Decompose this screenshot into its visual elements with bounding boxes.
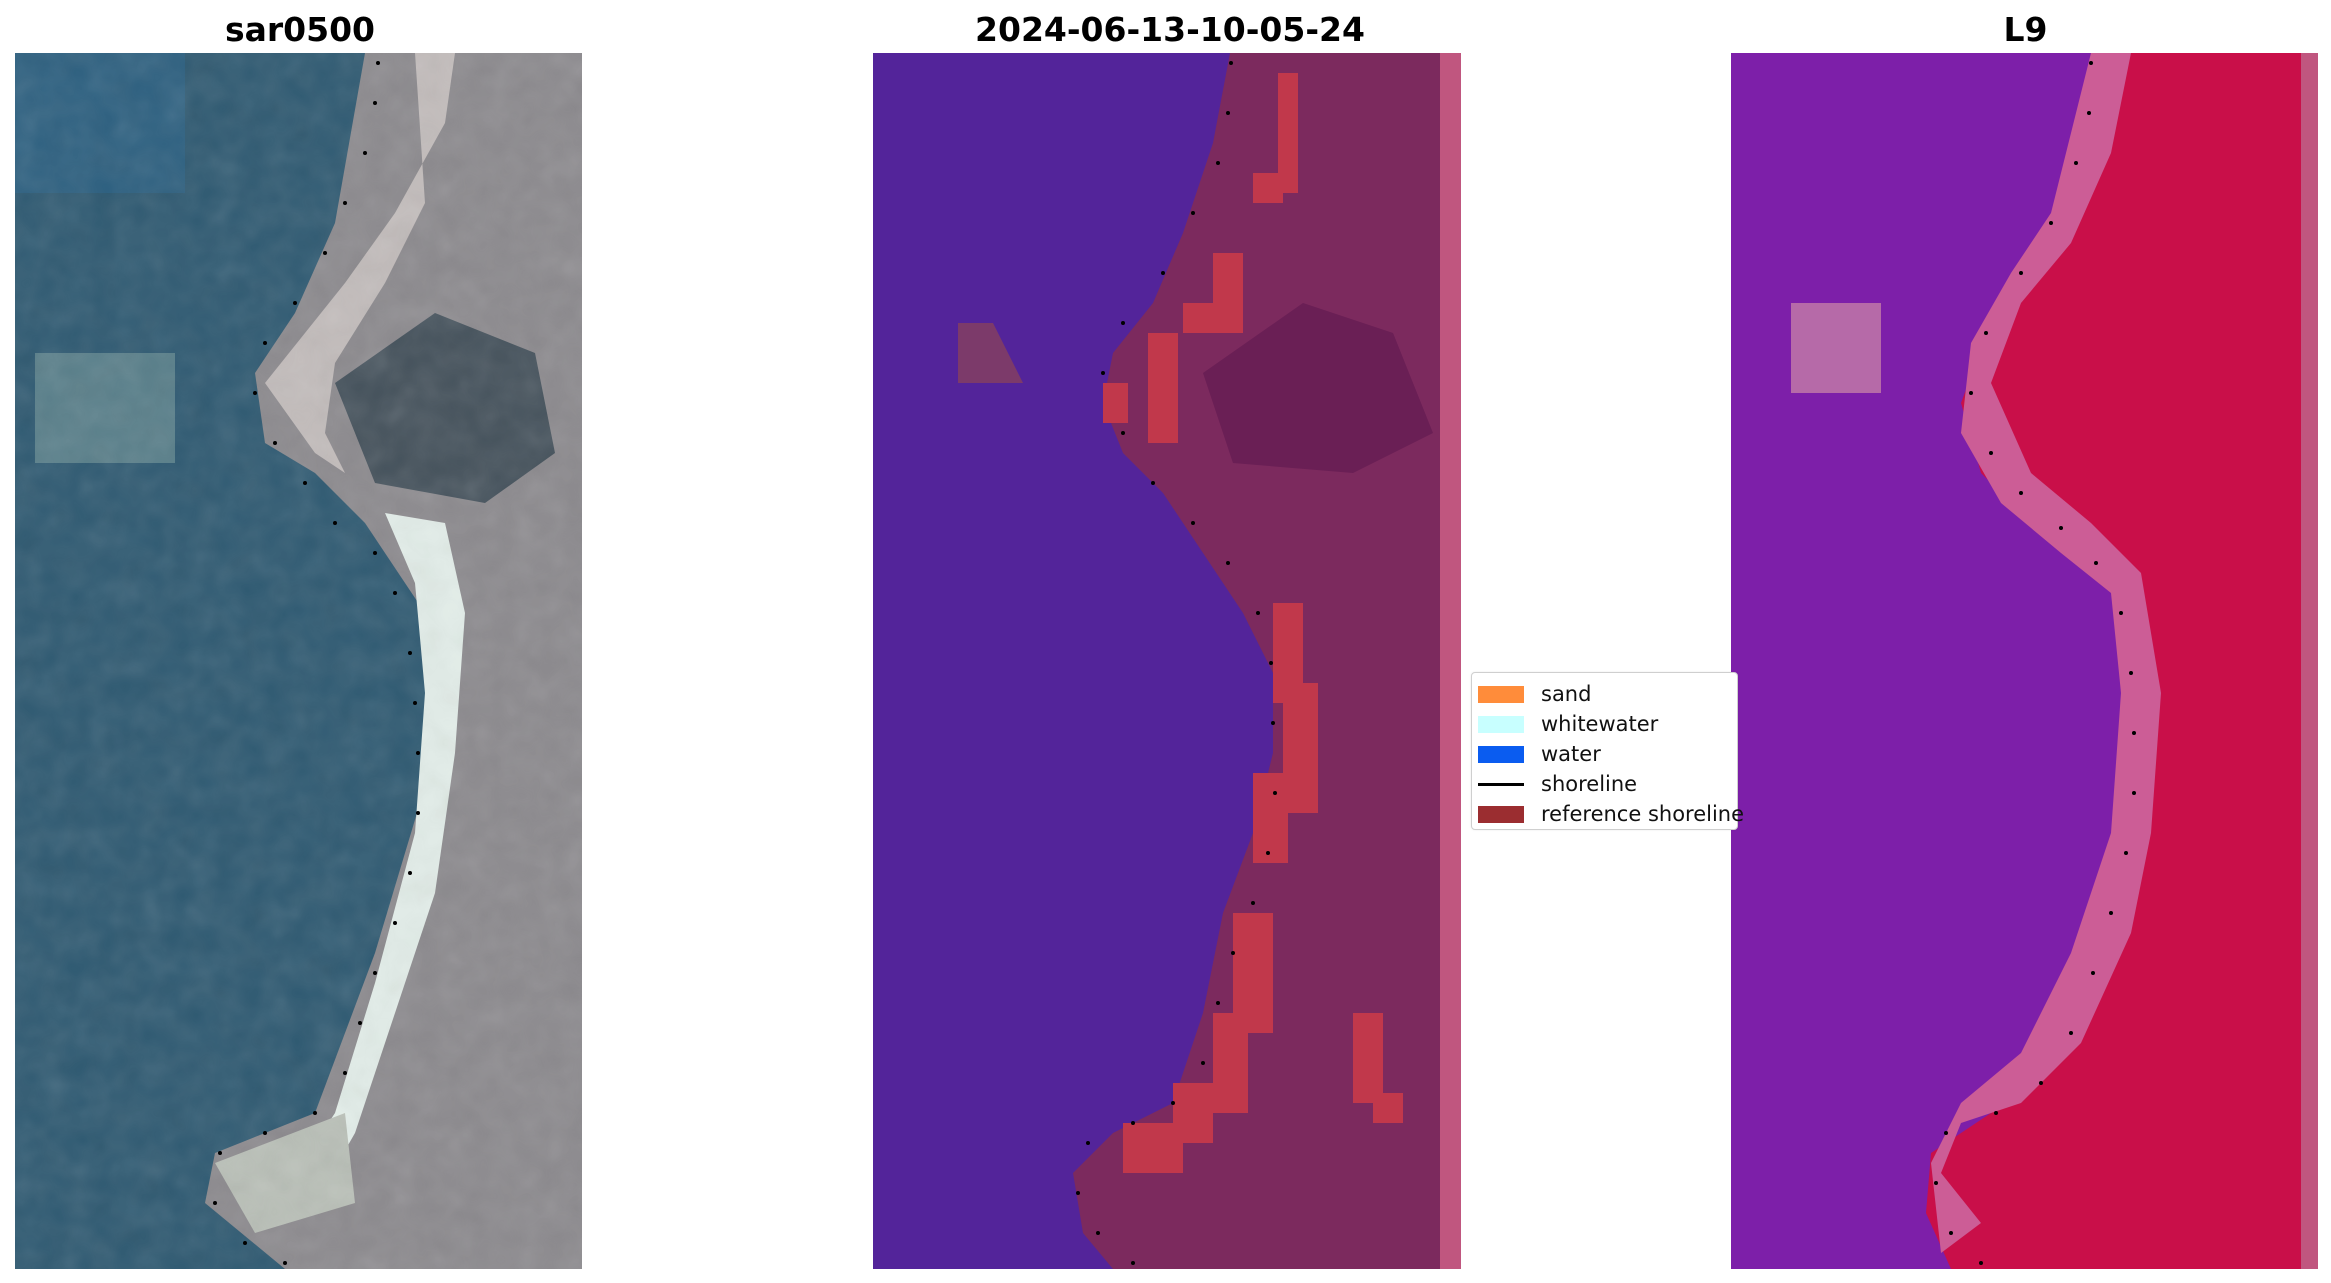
legend-label-reference-shoreline: reference shoreline xyxy=(1541,802,1745,826)
rgb-image xyxy=(15,53,582,1269)
index-image xyxy=(1731,53,2318,1269)
classified-image-panel xyxy=(873,53,1461,1269)
panel-title-rgb: sar0500 xyxy=(224,10,376,49)
legend-label-water: water xyxy=(1541,742,1601,766)
shoreline-line-swatch xyxy=(1478,782,1524,786)
legend-item-shoreline: shoreline xyxy=(1478,771,1637,797)
legend-label-shoreline: shoreline xyxy=(1541,772,1638,796)
legend-label-whitewater: whitewater xyxy=(1541,712,1659,736)
legend-label-sand: sand xyxy=(1541,682,1592,706)
index-image-panel xyxy=(1731,53,2318,1269)
reference-shoreline-swatch xyxy=(1478,805,1524,823)
classified-image xyxy=(873,53,1461,1269)
water-swatch xyxy=(1478,745,1524,763)
panel-title-index: L9 xyxy=(2003,10,2048,49)
legend-item-water: water xyxy=(1478,741,1601,767)
rgb-image-panel xyxy=(15,53,582,1269)
legend-item-reference-shoreline: reference shoreline xyxy=(1478,801,1744,827)
legend: sand whitewater water shoreline referenc… xyxy=(1471,672,1744,830)
sand-swatch xyxy=(1478,685,1524,703)
panel-title-date: 2024-06-13-10-05-24 xyxy=(975,10,1365,49)
legend-item-sand: sand xyxy=(1478,681,1591,707)
whitewater-swatch xyxy=(1478,715,1524,733)
legend-item-whitewater: whitewater xyxy=(1478,711,1658,737)
